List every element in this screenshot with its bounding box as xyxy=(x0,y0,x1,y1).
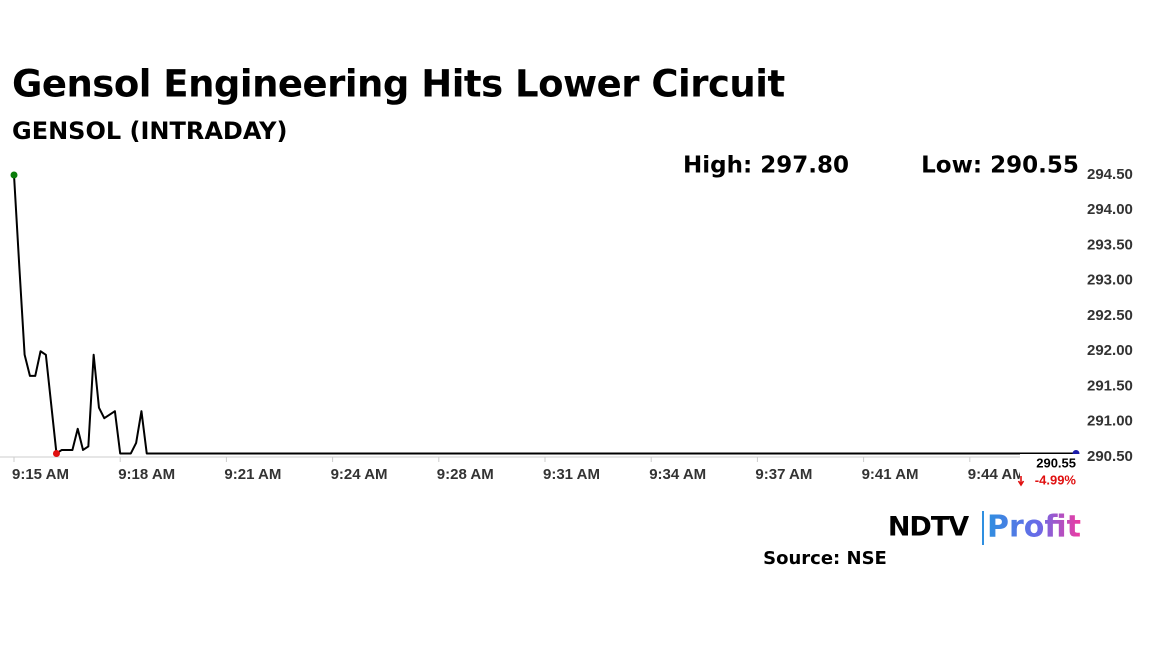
price-line xyxy=(13,174,1076,455)
y-tick-label: 290.50 xyxy=(1087,448,1133,465)
logo-brand: NDTV xyxy=(888,512,969,543)
y-tick-label: 294.50 xyxy=(1087,166,1133,183)
last-price: 290.55 xyxy=(1036,455,1076,470)
start-marker xyxy=(10,171,18,179)
down-arrow xyxy=(1017,476,1025,487)
logo-product: Profit xyxy=(987,510,1081,545)
x-tick-label: 9:15 AM xyxy=(12,466,69,483)
low-marker xyxy=(52,449,60,457)
x-tick-label: 9:31 AM xyxy=(543,466,600,483)
y-tick-label: 292.50 xyxy=(1087,307,1133,324)
y-tick-label: 291.00 xyxy=(1087,413,1133,430)
x-tick-label: 9:44 AM xyxy=(968,466,1025,483)
y-tick-label: 291.50 xyxy=(1087,377,1133,394)
source: Source: NSE xyxy=(763,548,887,569)
x-tick-label: 9:21 AM xyxy=(224,466,281,483)
chart-title: Gensol Engineering Hits Lower Circuit xyxy=(12,63,785,106)
low-label: Low: 290.55 xyxy=(921,153,1079,179)
plot: 290.50 291.00 291.50 292.00 292.50 293.00 293.… xyxy=(10,166,1133,483)
x-tick-label: 9:28 AM xyxy=(437,466,494,483)
x-tick-label: 9:41 AM xyxy=(862,466,919,483)
label-box xyxy=(1020,454,1082,490)
y-tick-label: 293.50 xyxy=(1087,236,1133,253)
x-tick-label: 9:18 AM xyxy=(118,466,175,483)
y-tick-label: 292.00 xyxy=(1087,342,1133,359)
last-price-box: 290.55 -4.99% xyxy=(1017,454,1082,490)
x-tick-label: 9:37 AM xyxy=(755,466,812,483)
x-tick-label: 9:24 AM xyxy=(331,466,388,483)
change-label: -4.99% xyxy=(1035,472,1077,487)
high-label: High: 297.80 xyxy=(683,153,849,179)
y-tick-label: 293.00 xyxy=(1087,272,1133,289)
chart-subtitle: GENSOL (INTRADAY) xyxy=(12,117,287,145)
x-tick-label: 9:34 AM xyxy=(649,466,706,483)
y-tick-label: 294.00 xyxy=(1087,201,1133,218)
